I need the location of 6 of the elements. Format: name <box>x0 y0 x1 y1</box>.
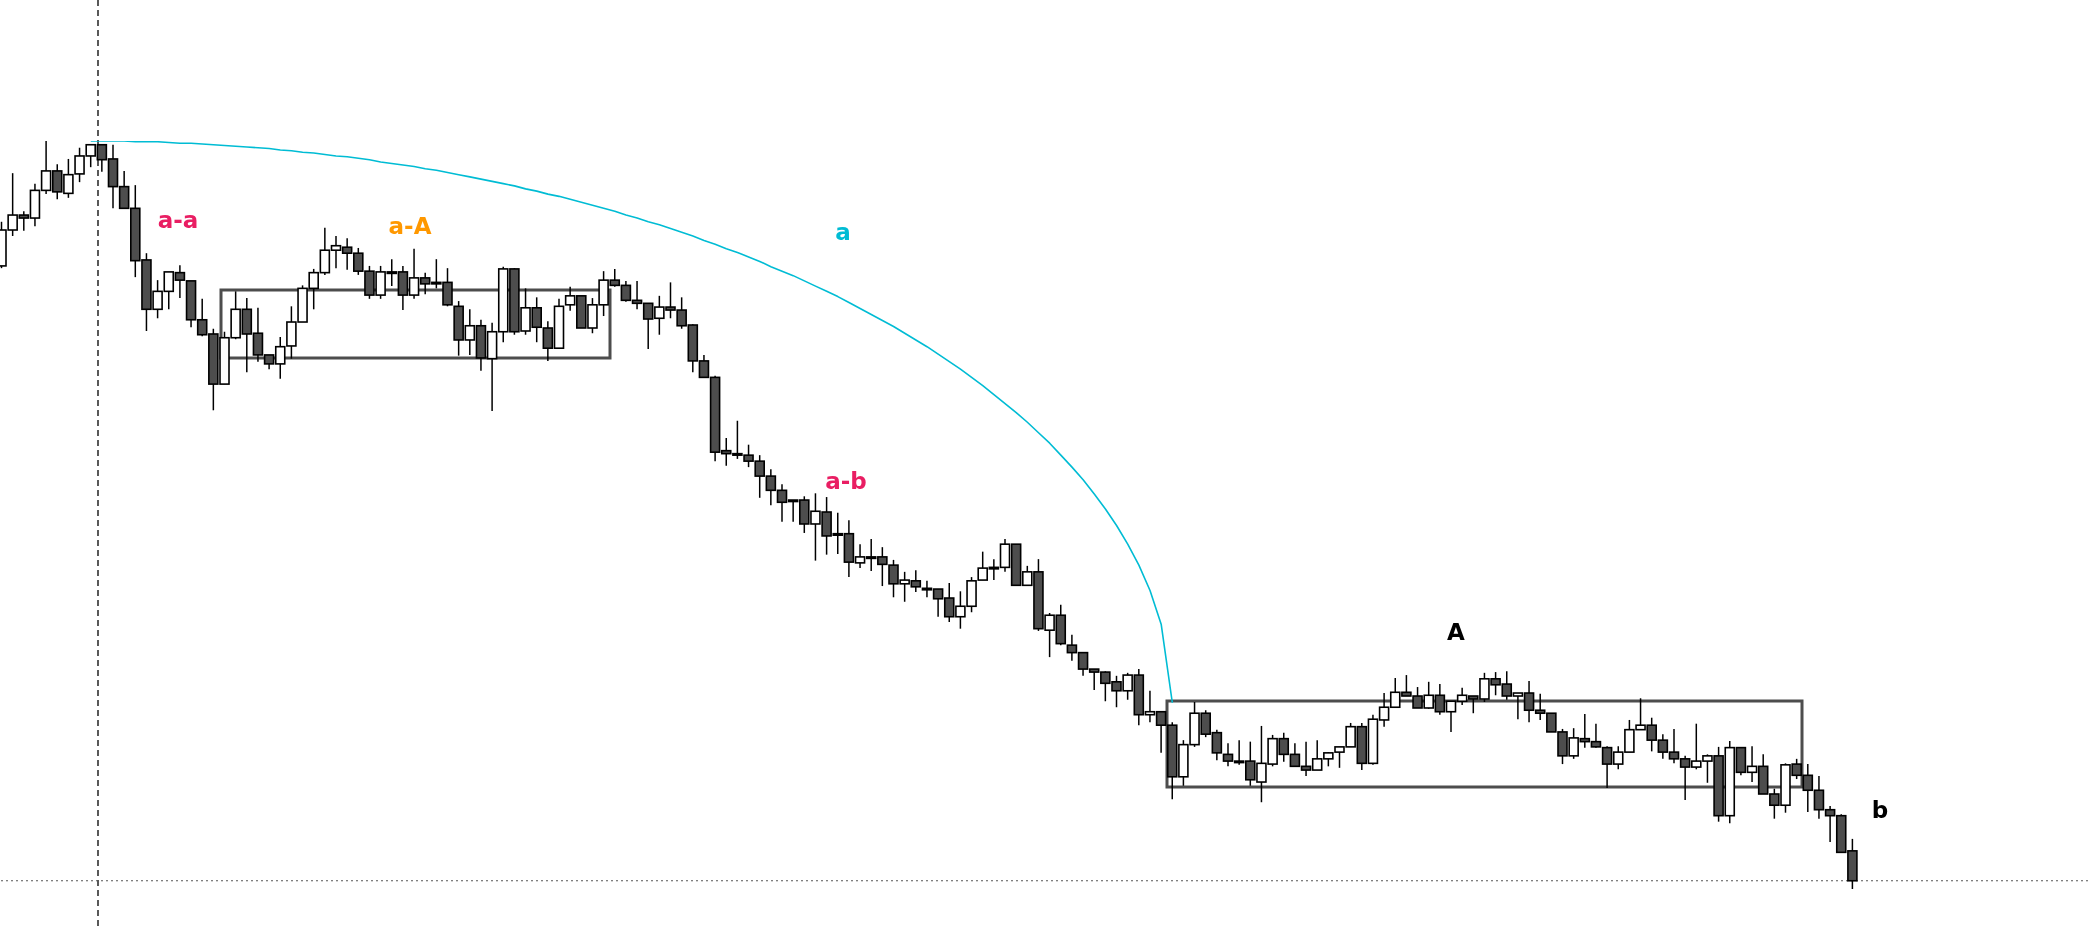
annotation: a-a <box>157 206 199 233</box>
text: b <box>1871 796 1889 823</box>
annotation: a <box>835 218 851 245</box>
annotation: a-A <box>388 212 432 239</box>
annotation: A <box>1447 618 1465 645</box>
annotation: a-b <box>825 467 867 494</box>
